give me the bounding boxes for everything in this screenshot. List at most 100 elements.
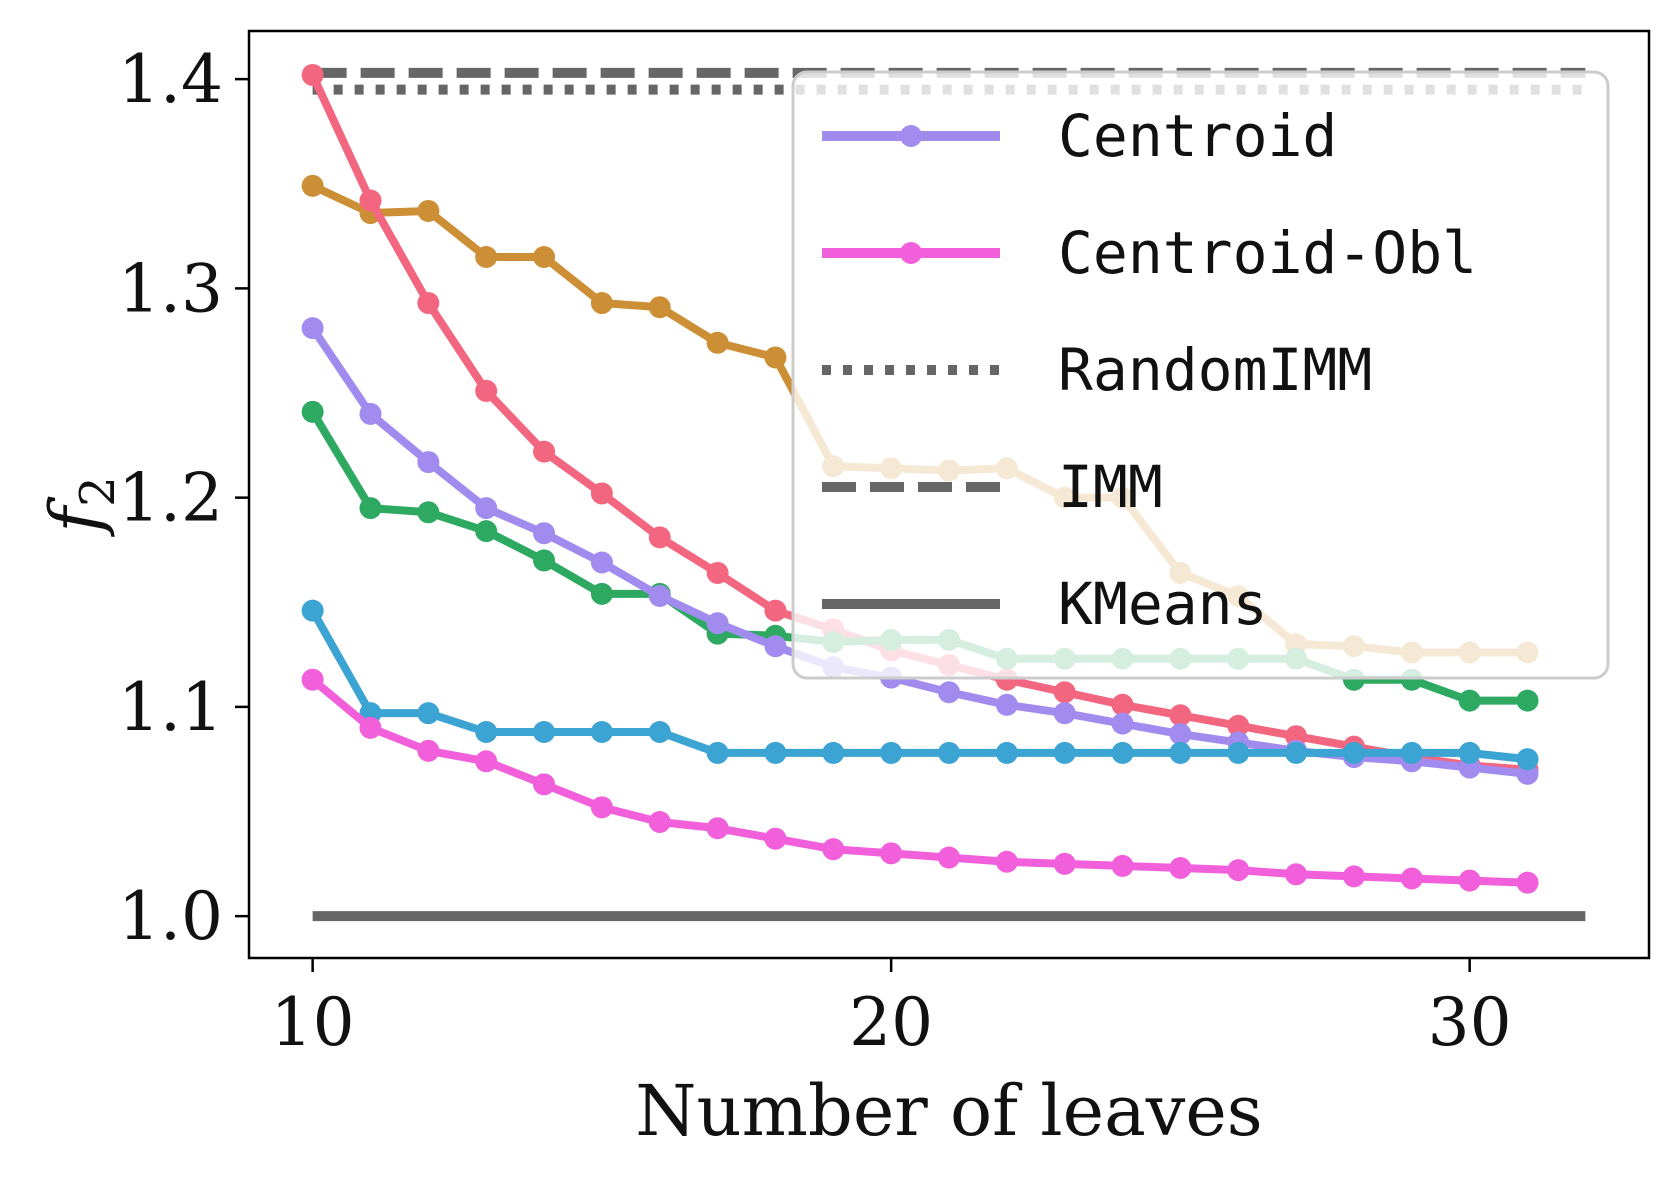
data-point — [533, 440, 556, 463]
data-point — [359, 716, 382, 739]
legend-item-centroid: Centroid — [822, 102, 1337, 170]
x-tick-label: 10 — [271, 984, 355, 1061]
data-point — [1169, 723, 1192, 746]
data-point — [533, 549, 556, 572]
data-point — [706, 817, 729, 840]
data-point — [475, 497, 498, 520]
data-point — [1111, 854, 1134, 877]
data-point — [475, 721, 498, 744]
data-point — [475, 245, 498, 268]
data-point — [1111, 712, 1134, 735]
data-point — [822, 838, 845, 861]
legend-label: RandomIMM — [1058, 336, 1372, 404]
data-point — [1516, 871, 1539, 894]
data-point — [1227, 714, 1250, 737]
data-point — [1458, 869, 1481, 892]
legend-item-centroid-obl: Centroid-Obl — [822, 219, 1477, 287]
x-tick-label: 30 — [1428, 984, 1512, 1061]
data-point — [706, 561, 729, 584]
data-point — [764, 599, 787, 622]
data-point — [1053, 702, 1076, 725]
series-4 — [301, 599, 1539, 771]
legend-label: IMM — [1058, 453, 1163, 521]
legend-label: KMeans — [1058, 570, 1268, 638]
data-point — [648, 584, 671, 607]
data-point — [417, 451, 440, 474]
data-point — [1053, 741, 1076, 764]
series-line — [308, 606, 1532, 764]
data-point — [533, 245, 556, 268]
data-point — [648, 296, 671, 319]
data-point — [1227, 859, 1250, 882]
series-centroid-obl — [301, 668, 1539, 894]
x-axis: 10 20 30 — [271, 958, 1512, 1061]
data-point — [1458, 741, 1481, 764]
data-point — [475, 379, 498, 402]
data-point — [1169, 704, 1192, 727]
data-point — [301, 317, 324, 340]
data-point — [822, 741, 845, 764]
data-point — [301, 668, 324, 691]
data-point — [1285, 863, 1308, 886]
data-point — [590, 721, 613, 744]
data-point — [648, 526, 671, 549]
data-point — [301, 599, 324, 622]
data-point — [706, 331, 729, 354]
x-tick-label: 20 — [849, 984, 933, 1061]
data-point — [1285, 741, 1308, 764]
y-tick-label: 1.0 — [118, 878, 223, 955]
y-tick-label: 1.4 — [118, 41, 223, 118]
data-point — [590, 582, 613, 605]
legend-item-imm: IMM — [822, 453, 1163, 521]
data-point — [1516, 689, 1539, 712]
data-point — [533, 773, 556, 796]
data-point — [764, 635, 787, 658]
data-point — [706, 612, 729, 635]
legend-marker — [900, 242, 922, 264]
legend-marker — [900, 125, 922, 147]
data-point — [1342, 865, 1365, 888]
y-tick-label: 1.3 — [118, 250, 223, 327]
data-point — [764, 741, 787, 764]
data-point — [359, 189, 382, 212]
data-point — [995, 741, 1018, 764]
data-point — [417, 702, 440, 725]
data-point — [1342, 741, 1365, 764]
data-point — [995, 850, 1018, 873]
x-axis-label: Number of leaves — [635, 1070, 1262, 1152]
legend-box — [791, 70, 1610, 680]
data-point — [1053, 852, 1076, 875]
data-point — [590, 796, 613, 819]
data-point — [1516, 748, 1539, 771]
data-point — [1400, 741, 1423, 764]
data-point — [938, 681, 960, 704]
data-point — [301, 400, 324, 423]
data-point — [590, 551, 613, 574]
data-point — [359, 497, 382, 520]
y-axis-label-subscript: 2 — [70, 476, 126, 507]
data-point — [995, 693, 1018, 716]
data-point — [533, 721, 556, 744]
data-point — [764, 827, 787, 850]
data-point — [417, 739, 440, 762]
legend-label: Centroid — [1058, 102, 1337, 170]
data-point — [590, 292, 613, 315]
y-tick-label: 1.1 — [118, 669, 223, 746]
data-point — [880, 741, 903, 764]
data-point — [1227, 741, 1250, 764]
data-point — [880, 842, 903, 865]
data-point — [590, 482, 613, 505]
data-point — [1111, 693, 1134, 716]
legend-item-kmeans: KMeans — [822, 570, 1268, 638]
legend-items: Centroid Centroid-Obl RandomIMM IMM KMeans — [822, 102, 1477, 638]
data-point — [475, 520, 498, 543]
legend: Centroid Centroid-Obl RandomIMM IMM KMeans — [791, 70, 1610, 680]
plot-frame — [247, 29, 1651, 960]
series-line — [308, 675, 1532, 887]
data-point — [417, 199, 440, 222]
data-point — [417, 292, 440, 315]
data-point — [938, 846, 960, 869]
data-point — [301, 63, 324, 86]
legend-item-randomimm: RandomIMM — [822, 336, 1372, 404]
